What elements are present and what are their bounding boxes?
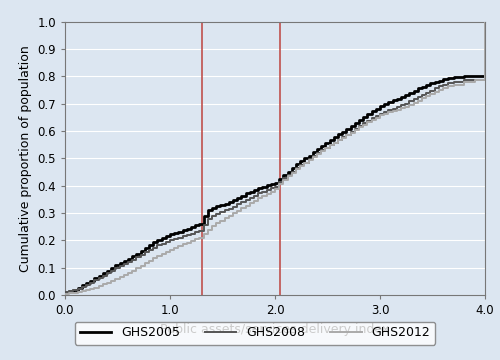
X-axis label: Public assets/services delivery index: Public assets/services delivery index (160, 323, 390, 336)
Y-axis label: Cumulative proportion of population: Cumulative proportion of population (19, 45, 32, 272)
Legend: GHS2005, GHS2008, GHS2012: GHS2005, GHS2008, GHS2012 (74, 321, 435, 345)
